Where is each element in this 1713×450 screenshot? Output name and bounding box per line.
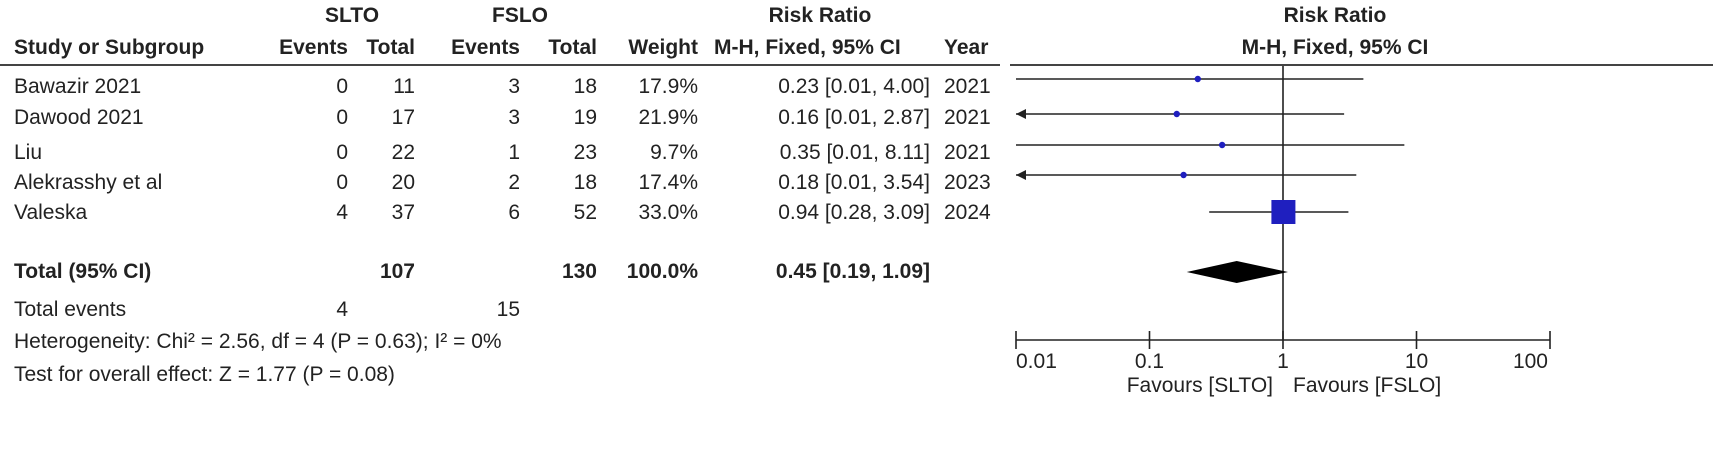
header-rule-table xyxy=(0,64,1000,66)
x-axis-tick-label: 100 xyxy=(1513,350,1548,373)
header-rule-plot xyxy=(1010,64,1713,66)
study-name: Valeska xyxy=(14,201,88,224)
study-total1: 20 xyxy=(391,171,415,194)
study-total1: 11 xyxy=(393,75,415,98)
effect-marker xyxy=(1218,141,1226,149)
total-rr: 0.45 [0.19, 1.09] xyxy=(775,260,930,283)
x-axis-tick-label: 0.01 xyxy=(1016,350,1057,373)
study-events2: 3 xyxy=(508,106,520,129)
study-events1: 0 xyxy=(336,106,348,129)
study-total1: 37 xyxy=(391,201,415,224)
study-total1: 22 xyxy=(391,141,415,164)
total-events2: 15 xyxy=(496,298,520,321)
study-name: Alekrasshy et al xyxy=(14,171,163,194)
study-events1: 4 xyxy=(336,201,348,224)
study-name: Liu xyxy=(14,141,43,164)
favours-right-label: Favours [FSLO] xyxy=(1293,374,1441,397)
effect-marker xyxy=(1173,110,1180,118)
summary-diamond xyxy=(1186,261,1288,283)
col-events1-header: Events xyxy=(279,36,348,59)
group1-label: SLTO xyxy=(324,4,380,27)
heterogeneity-text: Heterogeneity: Chi² = 2.56, df = 4 (P = … xyxy=(14,330,502,353)
rr-column-title: Risk Ratio xyxy=(768,4,872,27)
effect-marker xyxy=(1194,75,1201,83)
study-weight: 9.7% xyxy=(650,141,698,164)
study-events2: 2 xyxy=(508,171,520,194)
x-axis-tick-label: 1 xyxy=(1277,350,1289,373)
study-weight: 21.9% xyxy=(638,106,698,129)
x-axis-tick-label: 0.1 xyxy=(1135,350,1164,373)
favours-left-label: Favours [SLTO] xyxy=(1127,374,1273,397)
total-label: Total (95% CI) xyxy=(14,260,152,283)
study-total2: 18 xyxy=(573,75,597,98)
total-events-label: Total events xyxy=(14,298,127,321)
study-year: 2021 xyxy=(944,106,991,129)
col-total1-header: Total xyxy=(366,36,415,59)
col-total2-header: Total xyxy=(548,36,597,59)
col-study-header: Study or Subgroup xyxy=(14,36,205,59)
col-weight-header: Weight xyxy=(628,36,698,59)
col-year-header: Year xyxy=(944,36,989,59)
ci-arrow-left xyxy=(1016,109,1026,119)
total-events1: 4 xyxy=(336,298,348,321)
study-events2: 3 xyxy=(508,75,520,98)
col-rr-header: M-H, Fixed, 95% CI xyxy=(714,36,901,59)
total-weight: 100.0% xyxy=(626,260,698,283)
effect-marker xyxy=(1271,200,1296,224)
study-year: 2021 xyxy=(944,75,991,98)
plot-title: Risk Ratio xyxy=(1283,4,1387,27)
col-events2-header: Events xyxy=(451,36,520,59)
study-year: 2023 xyxy=(944,171,991,194)
plot-subtitle: M-H, Fixed, 95% CI xyxy=(1241,36,1429,59)
study-weight: 33.0% xyxy=(638,201,698,224)
study-events1: 0 xyxy=(336,75,348,98)
study-rr: 0.35 [0.01, 8.11] xyxy=(779,141,930,164)
study-rr: 0.18 [0.01, 3.54] xyxy=(778,171,930,194)
study-rr: 0.16 [0.01, 2.87] xyxy=(778,106,930,129)
total-total2: 130 xyxy=(561,260,597,283)
study-weight: 17.4% xyxy=(638,171,698,194)
study-total1: 17 xyxy=(391,106,415,129)
study-total2: 52 xyxy=(573,201,597,224)
x-axis-tick-label: 10 xyxy=(1405,350,1428,373)
effect-marker xyxy=(1180,171,1187,179)
overall-effect-text: Test for overall effect: Z = 1.77 (P = 0… xyxy=(14,363,395,386)
study-events1: 0 xyxy=(336,171,348,194)
study-rr: 0.23 [0.01, 4.00] xyxy=(778,75,930,98)
study-name: Bawazir 2021 xyxy=(14,75,142,98)
study-events1: 0 xyxy=(336,141,348,164)
study-total2: 18 xyxy=(573,171,597,194)
study-name: Dawood 2021 xyxy=(14,106,144,129)
study-total2: 19 xyxy=(573,106,597,129)
study-events2: 1 xyxy=(508,141,520,164)
study-total2: 23 xyxy=(573,141,597,164)
ci-arrow-left xyxy=(1016,170,1026,180)
study-events2: 6 xyxy=(508,201,520,224)
group2-label: FSLO xyxy=(492,4,548,27)
study-rr: 0.94 [0.28, 3.09] xyxy=(778,201,930,224)
total-total1: 107 xyxy=(379,260,415,283)
study-year: 2021 xyxy=(944,141,991,164)
study-year: 2024 xyxy=(944,201,991,224)
study-weight: 17.9% xyxy=(638,75,698,98)
